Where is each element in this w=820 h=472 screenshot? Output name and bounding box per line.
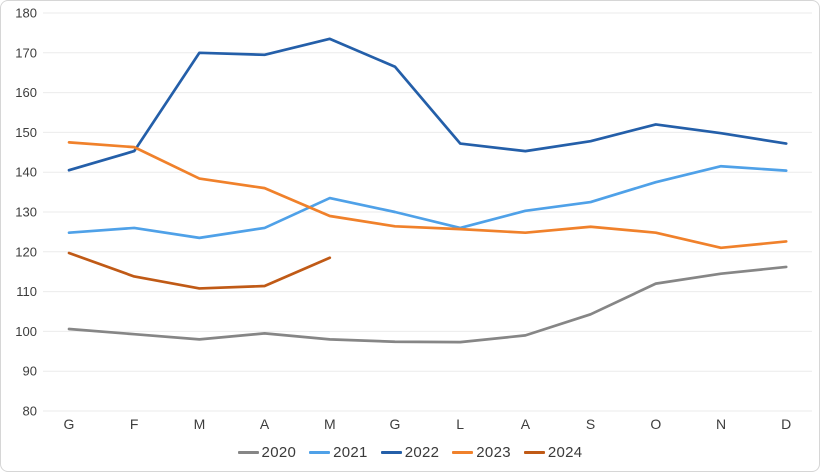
series-line-2021 [67, 164, 788, 240]
x-axis-label: D [781, 416, 791, 432]
legend-swatch-icon [523, 451, 545, 454]
series-line-2024 [67, 251, 332, 290]
legend-item-2021[interactable]: 2021 [309, 444, 368, 461]
x-axis-label: M [194, 416, 206, 432]
y-axis-label: 100 [15, 324, 37, 339]
x-axis-label: G [390, 416, 401, 432]
x-axis-label: S [586, 416, 595, 432]
legend-item-2024[interactable]: 2024 [523, 444, 583, 461]
series-line-2022 [67, 37, 788, 172]
y-axis-label: 110 [16, 284, 37, 299]
y-axis-label: 80 [23, 404, 37, 419]
y-axis-label: 140 [15, 165, 37, 180]
x-axis-label: N [716, 416, 726, 432]
x-axis-label: M [324, 416, 336, 432]
legend-label: 2020 [261, 444, 297, 461]
y-axis-label: 120 [15, 244, 37, 259]
x-axis-label: O [650, 416, 661, 432]
legend-label: 2022 [404, 444, 440, 461]
y-axis-label: 90 [23, 364, 37, 379]
legend-swatch-icon [237, 451, 259, 454]
legend-label: 2024 [547, 444, 583, 461]
x-axis-label: A [260, 416, 270, 432]
y-axis-label: 130 [15, 205, 37, 220]
y-axis-label: 170 [15, 45, 37, 60]
legend-item-2022[interactable]: 2022 [380, 444, 440, 461]
legend-label: 2023 [476, 444, 511, 461]
legend-swatch-icon [380, 451, 402, 454]
y-axis-label: 180 [15, 6, 37, 21]
legend-item-2020[interactable]: 2020 [237, 444, 297, 461]
series-line-2020 [67, 265, 788, 344]
legend-swatch-icon [452, 451, 474, 454]
x-axis-label: A [521, 416, 531, 432]
x-axis-label: L [456, 416, 464, 432]
y-axis-label: 160 [15, 85, 37, 100]
series-line-2023 [67, 141, 788, 250]
x-axis-label: F [130, 416, 139, 432]
legend-label: 2021 [333, 444, 368, 461]
y-axis-label: 150 [15, 125, 37, 140]
x-axis-label: G [64, 416, 75, 432]
legend-swatch-icon [309, 451, 331, 454]
chart-legend: 2020 2021 2022 2023 2024 [1, 444, 819, 461]
legend-item-2023[interactable]: 2023 [452, 444, 511, 461]
